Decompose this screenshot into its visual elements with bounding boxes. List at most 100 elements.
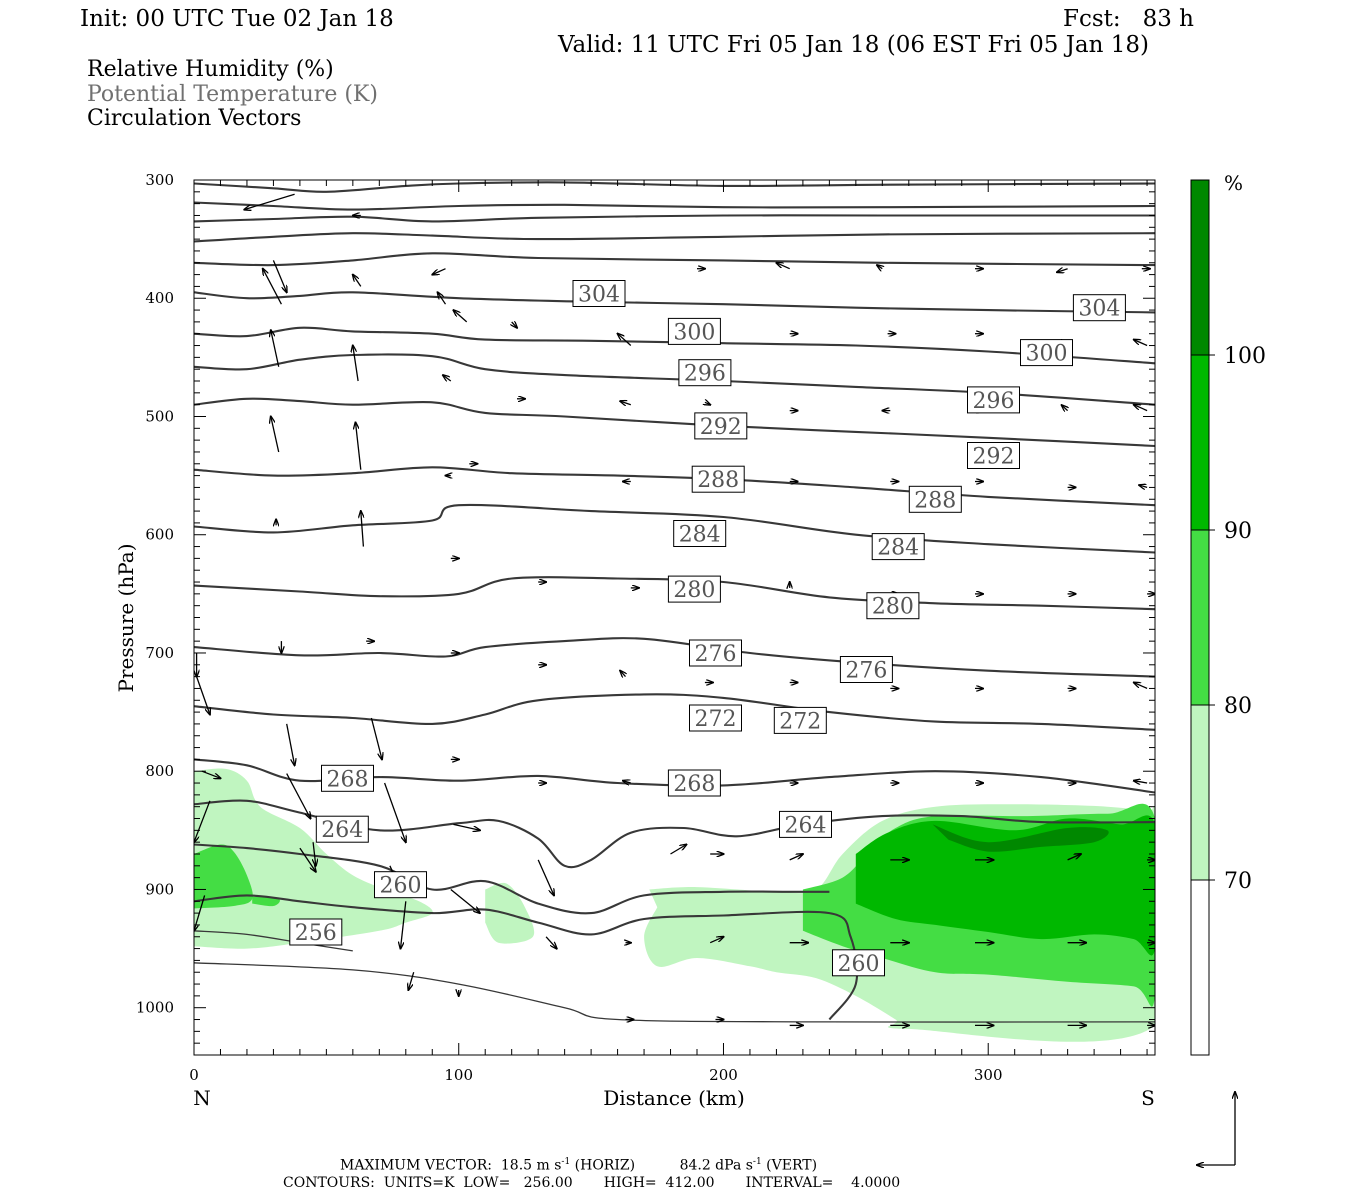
circulation-vector [286,723,295,765]
circulation-vector [512,322,517,328]
contour-label: 292 [700,415,742,440]
circulation-vector [271,417,280,453]
circulation-vector [271,330,280,367]
theta-contour [194,637,1155,678]
contour-label: 276 [845,659,887,684]
contour-label-box [832,949,885,977]
circulation-vector [545,936,557,949]
contour-label: 288 [914,488,956,513]
contour-label-box [694,412,748,440]
circulation-vector [620,671,625,677]
y-tick-label: 800 [145,762,174,780]
circulation-vector [789,854,803,861]
theta-contour [194,214,1155,223]
circulation-vector [618,334,632,346]
x-tick-label: 100 [444,1066,473,1084]
circulation-vector [537,859,554,896]
circulation-vector [453,310,468,323]
circulation-vector [408,972,415,990]
contour-info-note: CONTOURS: UNITS=K LOW= 256.00 HIGH= 412.… [283,1175,901,1191]
contour-label: 304 [578,283,620,308]
theta-contour [194,326,1155,365]
contour-label-box [315,815,369,843]
theta-contour [194,201,1155,211]
legend-rh: Relative Humidity (%) [87,57,334,82]
contour-label-box [667,769,721,797]
circulation-vector [670,845,687,855]
circulation-vector [195,676,210,715]
x-end-label-south: S [1141,1086,1155,1110]
contour-label-box [1020,339,1073,367]
circulation-vector [709,937,723,944]
contour-label: 268 [673,772,715,797]
contour-label: 288 [697,468,739,493]
circulation-vector [1139,485,1148,487]
y-tick-label: 300 [145,171,174,189]
circulation-vector [1134,683,1148,689]
theta-contour [194,576,1155,611]
contour-label: 296 [973,389,1015,414]
circulation-vector [356,422,362,470]
valid-time: Valid: 11 UTC Fri 05 Jan 18 (06 EST Fri … [558,32,1149,58]
theta-contour [194,252,1155,267]
contour-label: 300 [673,320,715,345]
contour-label: 284 [679,523,721,548]
circulation-vector [272,260,286,292]
circulation-vector [313,842,316,866]
theta-contour [194,291,1155,314]
theta-contour [194,962,1155,1023]
contour-label: 256 [295,921,337,946]
circulation-vector [1134,340,1148,347]
circulation-vector [1134,405,1148,412]
contour-label: 284 [877,536,919,561]
max-vector-note: MAXIMUM VECTOR: 18.5 m s-1 (HORIZ) 84.2 … [340,1157,818,1174]
contour-label: 264 [321,818,363,843]
theta-contour [194,930,353,952]
x-axis-label: Distance (km) [603,1086,745,1110]
circulation-vector [201,770,221,778]
y-tick-label: 1000 [136,999,174,1017]
y-tick-label: 600 [145,526,174,544]
circulation-vector [1134,781,1148,783]
circulation-vector [299,847,316,872]
contour-label: 276 [695,642,737,667]
circulation-vector [453,823,480,830]
contour-label: 268 [327,767,369,792]
contour-label-box [374,871,427,899]
rh-region [252,896,280,907]
theta-contour [194,466,1155,507]
contour-label: 260 [838,952,880,977]
contour-label-box [908,485,962,513]
contour-label-box [871,533,925,561]
theta-contour [194,758,1155,794]
theta-contour [194,894,859,1021]
circulation-vector [353,346,359,382]
circulation-vector [353,275,362,287]
colorbar-segment [1191,180,1209,355]
circulation-vector [623,781,631,783]
rh-region [932,824,1109,852]
colorbar-level-label: 90 [1224,519,1252,544]
contour-label-box [967,386,1020,414]
legend-theta: Potential Temperature (K) [87,82,378,107]
colorbar-frame [1190,179,1210,1056]
circulation-vector [370,717,382,759]
axes-layer: 300 400 500 600 700 800 900 1000 0 100 200 300 [136,171,1155,1084]
contour-label-box [967,442,1020,469]
colorbar-segment [1191,705,1209,880]
colorbar-level-label: 70 [1224,869,1252,894]
circulation-vector [1057,269,1068,273]
colorbar-level-label: 100 [1224,344,1266,369]
theta-contour [194,503,1155,554]
circulation-vector [1062,405,1068,410]
colorbar-unit-label: % [1224,171,1243,195]
colorbar-segment [1191,355,1209,530]
circulation-vector [450,888,480,914]
contour-label-layer: 304 304 300 300 296 296 292 292 288 288 284 284 280 2… [289,280,1126,977]
reference-vector-icon [1197,1092,1235,1165]
contour-label-box [673,520,727,547]
circulation-vector [383,782,406,842]
circulation-vector [705,402,710,404]
circulation-vector [877,265,882,269]
contour-label: 304 [1078,297,1120,322]
